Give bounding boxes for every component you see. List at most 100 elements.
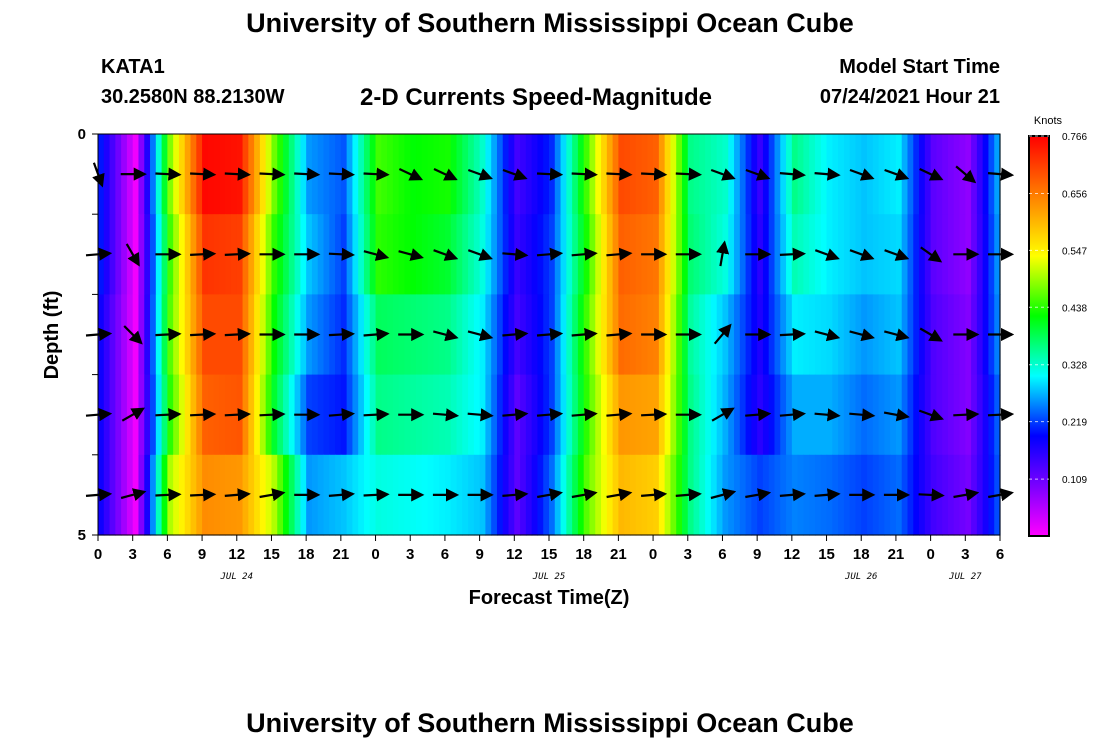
heatmap-cell — [387, 374, 394, 456]
heatmap-cell — [392, 294, 400, 376]
colorbar-tick-label: 0.656 — [1062, 189, 1087, 200]
current-vector — [432, 408, 460, 422]
heatmap-cell — [358, 214, 365, 295]
heatmap-cell — [491, 374, 498, 456]
heatmap-cell — [982, 214, 990, 295]
heatmap-cell — [121, 374, 128, 456]
heatmap-cell — [867, 294, 874, 376]
heatmap-cell — [144, 134, 151, 215]
heatmap-cell — [317, 374, 325, 456]
current-vector — [328, 167, 355, 181]
heatmap-cell — [566, 214, 573, 295]
heatmap-cell — [566, 294, 573, 376]
x-tick-label: 0 — [94, 546, 102, 563]
current-vector — [536, 167, 564, 181]
heatmap-cell — [317, 454, 325, 536]
heatmap-cell — [392, 214, 400, 295]
heatmap-cell — [502, 134, 510, 215]
current-vector — [259, 488, 286, 502]
heatmap-cell — [109, 454, 116, 536]
current-vector — [537, 488, 563, 502]
heatmap-cell — [705, 214, 712, 295]
heatmap-cell — [907, 454, 914, 536]
heatmap-cell — [919, 214, 926, 295]
x-tick-label: 18 — [575, 546, 592, 563]
heatmap-cell — [248, 454, 255, 536]
current-vector — [502, 408, 529, 422]
heatmap-cell — [496, 294, 504, 376]
heatmap-cell — [427, 134, 434, 215]
current-vector — [328, 247, 355, 261]
heatmap-cell — [629, 374, 637, 456]
heatmap-cell — [705, 294, 712, 376]
current-vector — [502, 327, 529, 341]
heatmap-cell — [560, 294, 567, 376]
date-label: JUL 26 — [844, 572, 878, 582]
heatmap-cell — [907, 294, 914, 376]
heatmap-cell — [392, 374, 400, 456]
current-vector — [433, 248, 459, 261]
heatmap-cell — [728, 374, 735, 456]
heatmap-cell — [491, 454, 498, 536]
heatmap-cell — [595, 294, 602, 376]
heatmap-cell — [884, 214, 891, 295]
heatmap-cell — [363, 214, 371, 295]
chart-heading: 2-D Currents Speed-Magnitude — [360, 84, 713, 111]
heatmap-cell — [734, 134, 741, 215]
x-tick-label: 12 — [228, 546, 245, 563]
heatmap-cell — [178, 294, 186, 376]
current-vector — [502, 247, 529, 261]
x-tick-label: 6 — [996, 546, 1004, 563]
heatmap-cell — [814, 214, 822, 295]
x-tick-label: 6 — [163, 546, 171, 563]
current-vector — [121, 407, 146, 422]
heatmap-cell — [601, 214, 608, 295]
current-vector — [919, 327, 943, 342]
current-vector — [467, 168, 493, 181]
current-vector — [953, 408, 980, 422]
current-vector — [502, 488, 529, 502]
heatmap-cell — [317, 294, 325, 376]
colorbar-tick-label: 0.547 — [1062, 246, 1087, 257]
heatmap-cell — [121, 454, 128, 536]
heatmap-cell — [739, 454, 747, 536]
heatmap-cell — [213, 214, 221, 295]
heatmap-cell — [283, 454, 290, 536]
heatmap-cell — [283, 214, 290, 295]
current-vector — [433, 328, 459, 342]
date-label: JUL 27 — [948, 572, 982, 582]
heatmap-cell — [462, 214, 469, 295]
heatmap-cell — [288, 454, 296, 536]
heatmap-cell — [525, 454, 533, 536]
heatmap-cell — [976, 214, 984, 295]
heatmap-cell — [219, 214, 226, 295]
heatmap-cell — [745, 454, 752, 536]
current-vector — [641, 488, 668, 502]
heatmap-cell — [595, 134, 602, 215]
current-vector — [606, 247, 633, 261]
current-vector — [779, 247, 806, 261]
current-vector — [883, 408, 910, 422]
heatmap-cell — [421, 214, 429, 295]
heatmap-cell — [283, 134, 290, 215]
current-vector — [571, 488, 598, 502]
heatmap-cell — [976, 294, 984, 376]
y-axis-label: Depth (ft) — [41, 291, 63, 380]
heatmap-cell — [734, 374, 741, 456]
heatmap-cell — [496, 214, 504, 295]
heatmap-cell — [843, 134, 851, 215]
heatmap-cell — [450, 134, 458, 215]
current-vector — [641, 408, 668, 422]
heatmap-cell — [323, 214, 330, 295]
heatmap-cell — [982, 294, 990, 376]
heatmap-cell — [150, 214, 157, 295]
heatmap-cell — [913, 134, 920, 215]
heatmap-cell — [832, 214, 839, 295]
heatmap-cell — [496, 134, 504, 215]
heatmap-cell — [942, 134, 949, 215]
current-vector — [745, 408, 772, 422]
current-vector — [849, 328, 875, 342]
x-tick-label: 18 — [298, 546, 315, 563]
heatmap-cell — [283, 294, 290, 376]
heatmap-cell — [595, 214, 602, 295]
